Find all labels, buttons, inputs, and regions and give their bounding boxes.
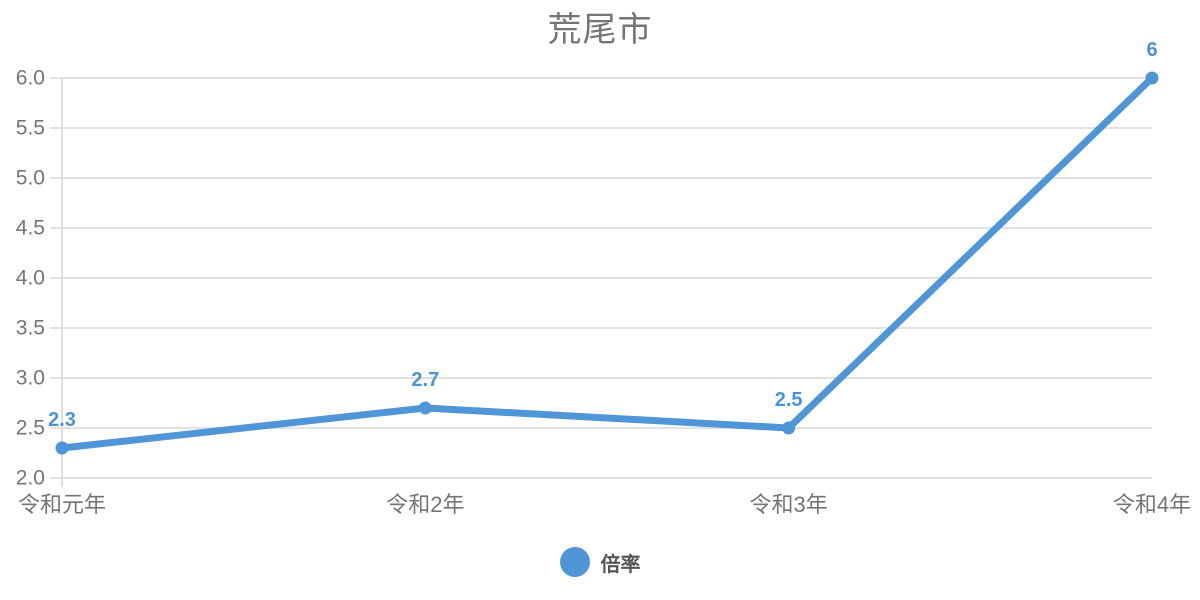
data-point-label: 2.7 (411, 369, 439, 391)
x-tick-label: 令和3年 (750, 492, 828, 517)
data-point-label: 2.5 (775, 389, 803, 411)
legend-label: 倍率 (600, 553, 641, 576)
y-tick-label: 3.5 (16, 317, 45, 340)
legend-item[interactable]: 倍率 (0, 547, 1200, 577)
data-point[interactable] (418, 401, 432, 415)
data-point[interactable] (1145, 71, 1159, 85)
y-tick-label: 2.0 (16, 467, 45, 490)
y-tick-label: 5.0 (16, 167, 45, 190)
y-tick-label: 2.5 (16, 417, 45, 440)
y-tick-label: 4.0 (16, 267, 45, 290)
data-point-label: 2.3 (48, 409, 76, 431)
series-line (58, 74, 1156, 452)
y-tick-label: 5.5 (16, 117, 45, 140)
legend-marker-circle (559, 547, 590, 577)
data-point-label: 6 (1146, 39, 1157, 61)
y-tick-label: 4.5 (16, 217, 45, 240)
x-tick-label: 令和元年 (18, 492, 106, 517)
y-tick-label: 6.0 (16, 67, 45, 90)
plot-area: 2.0 2.5 3.0 3.5 4.0 4.5 5.0 5.5 6.0 令和元年 令和2年 令和3年 令… (16, 39, 1191, 517)
x-tick-label: 令和2年 (386, 492, 464, 517)
chart-title: 荒尾市 (547, 11, 653, 49)
data-point[interactable] (782, 421, 796, 435)
data-point[interactable] (55, 441, 69, 455)
x-tick-label: 令和4年 (1113, 492, 1191, 517)
y-tick-label: 3.0 (16, 367, 45, 390)
